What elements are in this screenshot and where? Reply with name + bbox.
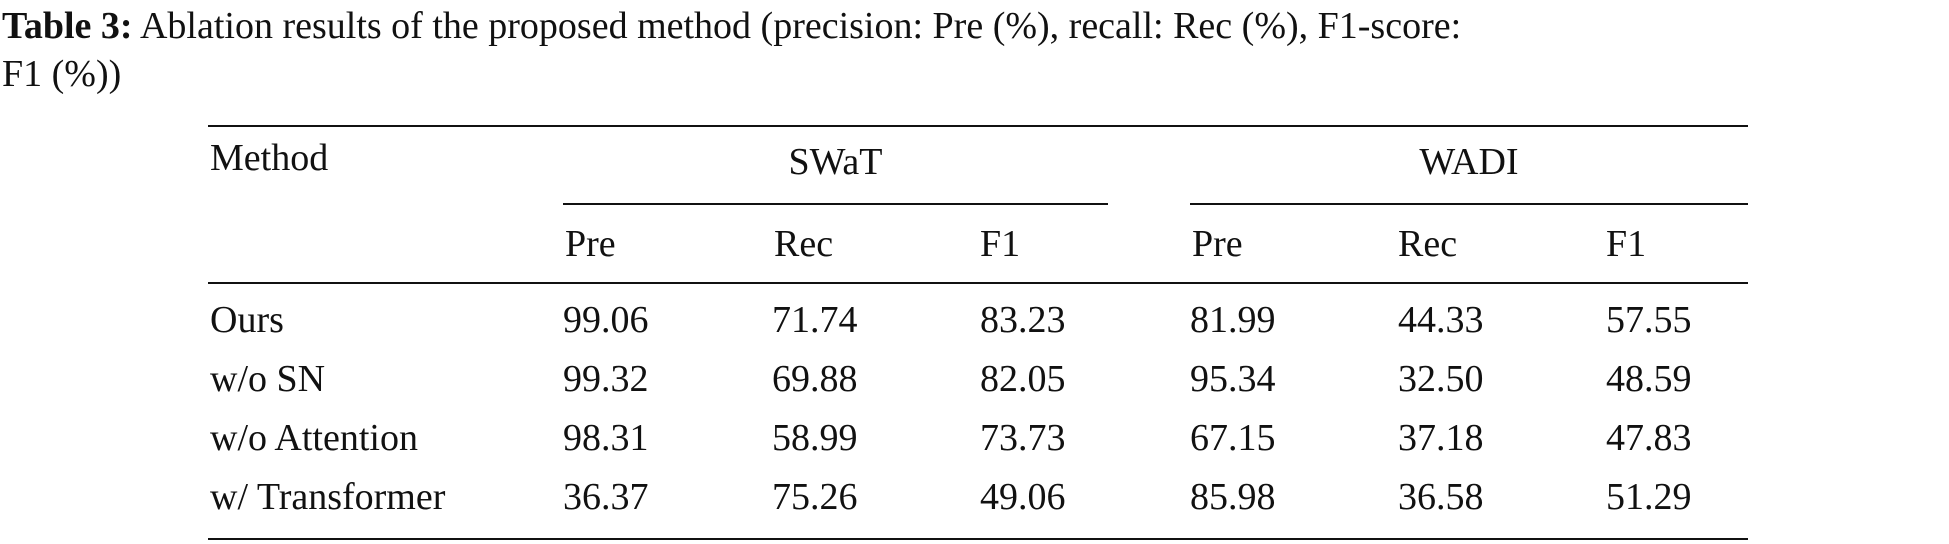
bottom-rule — [208, 538, 1748, 540]
table-cell: 37.18 — [1398, 417, 1484, 459]
table-cell: 81.99 — [1190, 299, 1276, 341]
table-cell: 95.34 — [1190, 358, 1276, 400]
col-header-swat-pre: Pre — [565, 223, 616, 265]
table-cell: 36.58 — [1398, 476, 1484, 518]
method-header: Method — [210, 137, 329, 179]
table-cell: 99.06 — [563, 299, 649, 341]
table-cell: 44.33 — [1398, 299, 1484, 341]
table-cell: 51.29 — [1606, 476, 1692, 518]
table-caption: Table 3: Ablation results of the propose… — [2, 2, 1942, 98]
caption-text: Ablation results of the proposed method … — [139, 5, 1462, 47]
wadi-group-rule — [1190, 203, 1748, 205]
group-header-wadi: WADI — [1419, 141, 1519, 183]
row-method: Ours — [210, 299, 284, 341]
table-cell: 73.73 — [980, 417, 1066, 459]
group-header-swat: SWaT — [788, 141, 883, 183]
table-cell: 36.37 — [563, 476, 649, 518]
table-cell: 47.83 — [1606, 417, 1692, 459]
table-cell: 58.99 — [772, 417, 858, 459]
col-header-swat-f1: F1 — [980, 223, 1021, 265]
table-cell: 49.06 — [980, 476, 1066, 518]
row-method: w/o SN — [210, 358, 326, 400]
col-header-wadi-f1: F1 — [1606, 223, 1647, 265]
table-cell: 99.32 — [563, 358, 649, 400]
col-header-swat-rec: Rec — [774, 223, 834, 265]
caption-line-1: Table 3: Ablation results of the propose… — [2, 2, 1942, 50]
table-cell: 98.31 — [563, 417, 649, 459]
row-method: w/ Transformer — [210, 476, 446, 518]
col-header-wadi-rec: Rec — [1398, 223, 1458, 265]
table-cell: 32.50 — [1398, 358, 1484, 400]
table-cell: 48.59 — [1606, 358, 1692, 400]
table-cell: 82.05 — [980, 358, 1066, 400]
swat-group-rule — [563, 203, 1108, 205]
table-cell: 57.55 — [1606, 299, 1692, 341]
col-header-wadi-pre: Pre — [1192, 223, 1243, 265]
caption-line-2: F1 (%)) — [2, 53, 122, 95]
top-rule — [208, 125, 1748, 127]
table-cell: 83.23 — [980, 299, 1066, 341]
table-cell: 71.74 — [772, 299, 858, 341]
table-cell: 67.15 — [1190, 417, 1276, 459]
header-bottom-rule — [208, 282, 1748, 284]
table-cell: 75.26 — [772, 476, 858, 518]
caption-label: Table 3: — [2, 5, 133, 47]
table-cell: 85.98 — [1190, 476, 1276, 518]
table-cell: 69.88 — [772, 358, 858, 400]
row-method: w/o Attention — [210, 417, 418, 459]
